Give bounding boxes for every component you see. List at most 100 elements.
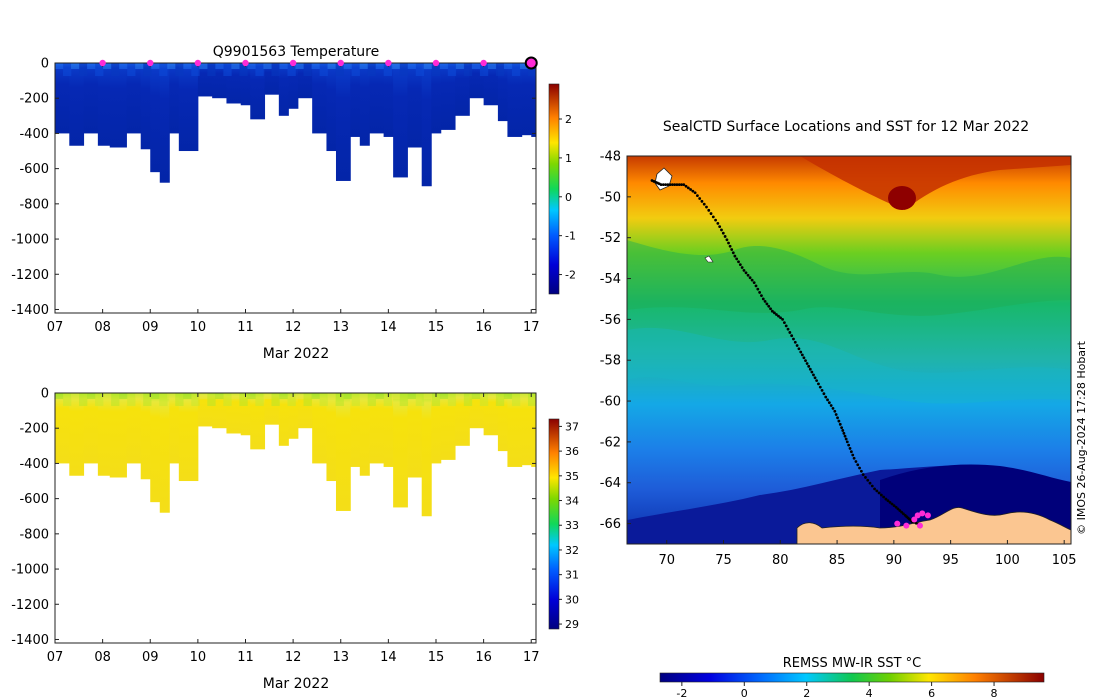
temperature-x-ticks: 07 08 09 10 11 12 13 14 15 16 17: [47, 63, 540, 335]
x-tick-label: 09: [142, 650, 159, 665]
section-profile-bar: [178, 63, 199, 152]
section-surface-layer: [431, 393, 441, 406]
section-profile-bar: [97, 393, 111, 476]
track-point: [760, 294, 763, 298]
section-surface-layer: [103, 63, 112, 69]
section-profile-bar: [421, 63, 432, 187]
x-tick-label: 10: [190, 650, 207, 665]
section-surface-layer: [479, 393, 489, 406]
track-point: [691, 189, 695, 193]
map-y-tick-label: -64: [600, 476, 621, 491]
section-profile-bar: [369, 393, 385, 464]
section-surface-layer: [159, 393, 168, 406]
section-profile-bar: [109, 63, 127, 148]
section-surface-layer: [87, 393, 96, 399]
surface-location-point: [924, 512, 931, 519]
section-profile-bar: [335, 393, 351, 511]
sst-colorbar-tick-label: -2: [676, 687, 687, 700]
section-surface-layer: [511, 393, 521, 406]
section-profile-bar: [169, 63, 180, 134]
section-surface-layer: [135, 393, 144, 399]
colorbar-tick-label: 30: [565, 593, 579, 606]
section-profile-bar: [497, 393, 508, 452]
section-surface-layer: [55, 393, 64, 399]
section-profile-bar: [421, 393, 432, 517]
track-point: [779, 316, 782, 320]
section-surface-layer: [463, 393, 473, 406]
section-surface-layer: [439, 63, 449, 69]
track-point: [896, 507, 900, 511]
section-surface-layer: [423, 393, 433, 399]
track-point: [900, 510, 903, 514]
track-point: [849, 450, 853, 454]
section-surface-layer: [351, 63, 360, 76]
section-profile-bar: [521, 393, 532, 466]
section-profile-bar: [55, 393, 70, 464]
section-profile-bar: [126, 393, 142, 464]
heard-island: [704, 255, 714, 263]
section-surface-layer: [223, 63, 232, 76]
track-point: [817, 382, 820, 386]
sst-colorbar: [659, 672, 1045, 683]
track-point: [856, 463, 860, 467]
map-x-tick-label: 85: [829, 553, 846, 568]
section-surface-layer: [303, 393, 312, 406]
surface-marker: [385, 59, 392, 67]
section-surface-layer: [95, 393, 104, 406]
surface-marker: [99, 59, 106, 67]
track-point: [705, 205, 708, 209]
section-surface-layer: [367, 63, 376, 76]
section-profile-bar: [350, 63, 361, 137]
map-y-tick-label: -48: [600, 150, 621, 165]
sst-colorbar-tick-label: 0: [741, 687, 748, 700]
section-profile-bar: [326, 63, 337, 152]
track-point: [752, 281, 756, 285]
track-point: [761, 297, 765, 301]
sst-colorbar-tick-label: 6: [928, 687, 935, 700]
temperature-panel: Q9901563 Temperature 07 08 09 10 11 12 13 14 15 1…: [11, 44, 576, 362]
section-profile-bar: [288, 63, 299, 109]
section-surface-layer: [495, 393, 505, 406]
section-surface-layer: [239, 393, 248, 406]
track-point: [868, 481, 872, 485]
section-profile-bar: [407, 393, 423, 478]
track-point: [748, 276, 752, 280]
section-surface-layer: [143, 63, 152, 76]
track-point: [894, 505, 898, 509]
map-y-tick-label: -56: [600, 313, 621, 328]
colorbar-tick-label: 1: [565, 152, 572, 165]
section-profile-bar: [97, 63, 111, 146]
map-x-tick-label: 80: [772, 553, 789, 568]
section-profile-bar: [288, 393, 299, 439]
sst-colorbar-tick-label: 4: [866, 687, 873, 700]
map-y-tick-label: -66: [600, 517, 621, 532]
temperature-xlabel: Mar 2022: [263, 346, 330, 362]
colorbar-tick-label: 0: [565, 191, 572, 204]
track-point: [686, 186, 690, 190]
section-profile-bar: [455, 63, 470, 116]
track-point: [861, 473, 865, 476]
track-point: [693, 191, 697, 195]
colorbar-tick-label: 35: [565, 470, 579, 483]
track-point: [718, 225, 722, 229]
section-profile-bar: [407, 63, 423, 148]
section-surface-layer: [383, 393, 392, 406]
section-surface-layer: [327, 393, 336, 399]
track-point: [845, 440, 849, 444]
x-tick-label: 16: [475, 320, 492, 335]
track-point: [882, 495, 886, 499]
section-surface-layer: [447, 63, 457, 76]
track-point: [827, 401, 831, 405]
salinity-panel: 07 08 09 10 11 12 13 14 15 16 17 0 -200 -400 -600 -800…: [11, 387, 579, 693]
colorbar-tick-label: 31: [565, 569, 579, 582]
track-point: [725, 238, 729, 242]
section-profile-bar: [507, 63, 523, 137]
sst-colorbar-tick-label: 8: [991, 687, 998, 700]
track-point: [707, 208, 711, 212]
track-point: [682, 183, 686, 186]
track-point: [740, 266, 744, 269]
track-point: [714, 218, 717, 222]
section-profile-bar: [240, 393, 251, 436]
track-point: [842, 431, 846, 435]
salinity-x-ticks: 07 08 09 10 11 12 13 14 15 16 17: [47, 393, 540, 665]
